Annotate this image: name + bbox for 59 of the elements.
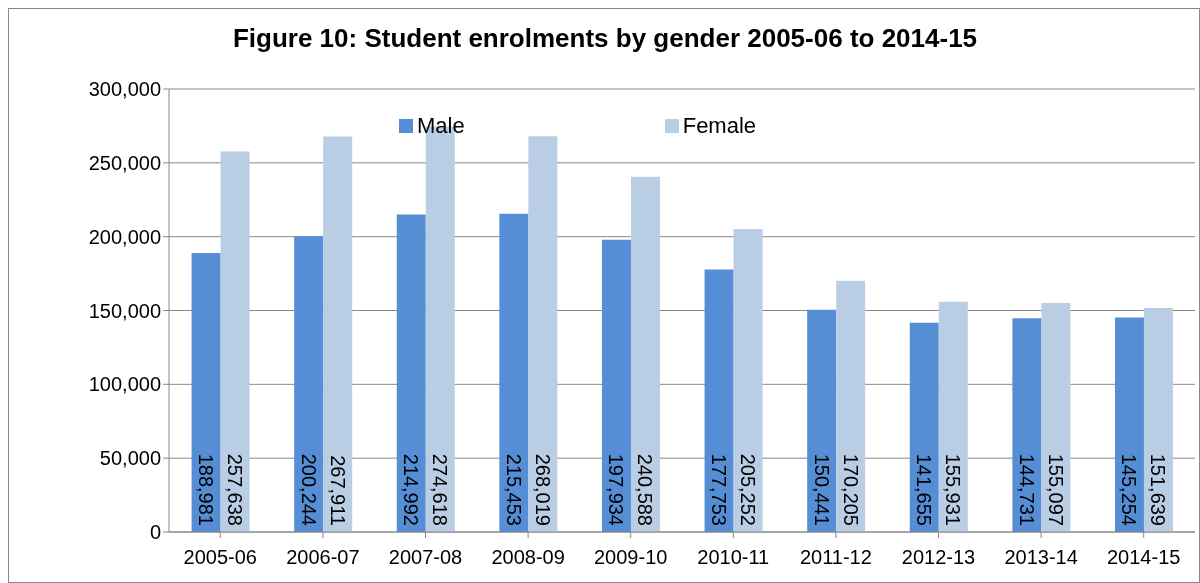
data-label: 155,097 <box>1044 453 1067 526</box>
x-tick-label: 2008-09 <box>491 546 565 569</box>
bar <box>601 239 631 532</box>
bar <box>807 309 837 532</box>
bar <box>323 136 353 532</box>
legend-label: Female <box>682 113 757 139</box>
bar <box>733 228 763 532</box>
y-tick-label: 250,000 <box>88 151 161 174</box>
x-tick-label: 2009-10 <box>594 546 668 569</box>
bar <box>1114 317 1144 532</box>
bar <box>1012 318 1042 532</box>
bar <box>499 213 529 532</box>
y-tick-label: 150,000 <box>88 299 161 322</box>
data-label: 200,244 <box>297 453 320 526</box>
data-label: 197,934 <box>605 453 628 526</box>
bar <box>836 280 866 532</box>
legend-label: Male <box>417 113 465 139</box>
data-label: 177,753 <box>708 453 731 526</box>
data-label: 205,252 <box>737 453 760 526</box>
y-tick-label: 100,000 <box>88 373 161 396</box>
bar <box>938 301 968 532</box>
bar <box>1143 308 1173 532</box>
x-tick-label: 2010-11 <box>697 546 770 569</box>
data-label: 215,453 <box>502 453 525 526</box>
data-label: 240,588 <box>634 453 657 526</box>
bar <box>1041 302 1071 532</box>
x-tick-label: 2011-12 <box>799 546 872 569</box>
x-tick-label: 2014-15 <box>1107 546 1181 569</box>
data-label: 155,931 <box>942 453 965 526</box>
data-label: 145,254 <box>1118 453 1141 526</box>
bar <box>220 151 250 532</box>
bar <box>191 252 221 532</box>
data-label: 214,992 <box>400 453 423 526</box>
y-tick-label: 300,000 <box>88 78 161 101</box>
y-tick-label: 200,000 <box>88 225 161 248</box>
chart-title: Figure 10: Student enrolments by gender 2005-06 to 2014-15 <box>232 23 978 53</box>
data-label: 141,655 <box>913 453 936 526</box>
data-label: 274,618 <box>429 453 452 526</box>
x-tick-label: 2005-06 <box>183 546 257 569</box>
bar <box>528 136 558 532</box>
bar <box>294 236 324 532</box>
y-tick-label: 50,000 <box>99 447 161 470</box>
data-label: 170,205 <box>839 453 862 526</box>
data-label: 267,911 <box>326 455 349 526</box>
bar <box>396 214 426 532</box>
x-tick-label: 2006-07 <box>286 546 360 569</box>
data-label: 150,441 <box>810 453 833 526</box>
x-tick-label: 2012-13 <box>901 546 976 569</box>
data-label: 257,638 <box>224 453 247 526</box>
data-label: 188,981 <box>195 453 218 526</box>
bar <box>909 322 939 532</box>
bar <box>630 176 660 532</box>
y-tick-label: 0 <box>149 521 161 544</box>
bar <box>704 269 734 532</box>
data-label: 144,731 <box>1015 453 1038 526</box>
data-label: 151,639 <box>1147 453 1170 526</box>
x-tick-label: 2007-08 <box>388 546 463 569</box>
x-tick-label: 2013-14 <box>1004 546 1078 569</box>
data-label: 268,019 <box>531 453 554 526</box>
